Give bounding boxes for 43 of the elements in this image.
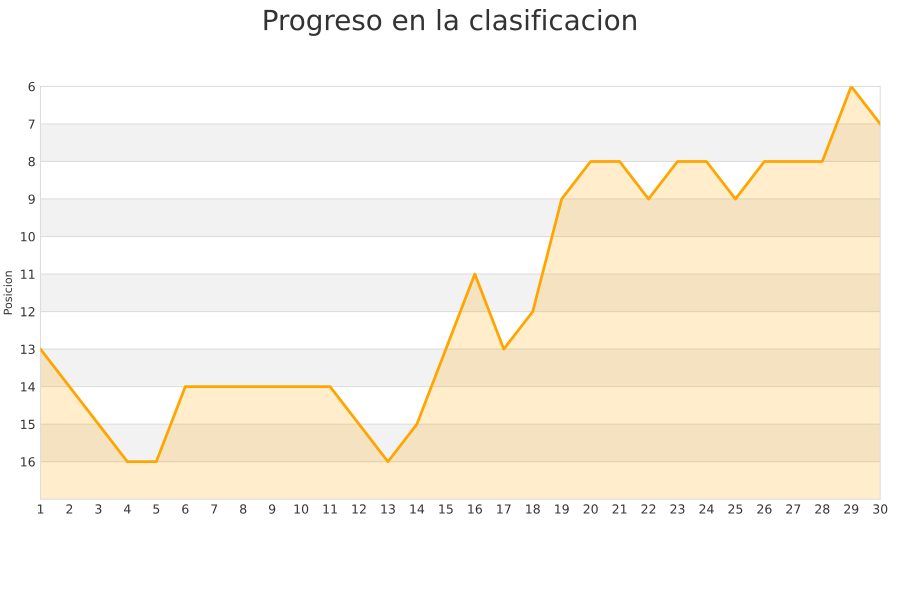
x-tick-label: 2: [66, 504, 72, 514]
y-tick-label: 13: [21, 344, 35, 354]
x-tick-label: 6: [182, 504, 188, 514]
x-tick-label: 9: [268, 504, 276, 514]
x-tick-label: 27: [786, 504, 800, 514]
y-tick-label: 7: [28, 120, 35, 129]
x-tick-label: 20: [584, 504, 598, 514]
y-axis-title: Posicion: [3, 271, 12, 314]
x-tick-label: 30: [873, 504, 888, 514]
y-tick-label: 15: [21, 420, 35, 430]
x-tick-label: 16: [468, 504, 482, 514]
x-tick-label: 26: [757, 504, 772, 514]
x-tick-label: 3: [95, 504, 102, 514]
x-tick-label: 11: [323, 504, 337, 514]
x-tick-label: 14: [410, 504, 424, 514]
x-tick-label: 17: [497, 504, 511, 514]
x-tick-label: 13: [381, 504, 395, 514]
x-tick-label: 23: [670, 504, 684, 514]
y-tick-label: 14: [21, 382, 35, 392]
x-tick-label: 1: [38, 504, 44, 514]
x-tick-label: 25: [728, 504, 742, 514]
x-tick-label: 29: [844, 504, 858, 514]
y-tick-label: 6: [28, 82, 35, 92]
x-tick-label: 7: [211, 504, 218, 514]
y-tick-label: 12: [21, 307, 34, 316]
x-tick-label: 24: [699, 504, 714, 514]
x-tick-label: 12: [352, 504, 366, 514]
x-tick-label: 10: [294, 504, 308, 514]
x-tick-label: 28: [815, 504, 830, 514]
y-tick-label: 11: [21, 270, 34, 279]
x-tick-label: 19: [555, 504, 569, 514]
y-tick-label: 16: [21, 457, 35, 467]
x-tick-label: 22: [642, 504, 656, 514]
x-tick-label: 18: [526, 504, 540, 514]
x-tick-label: 15: [439, 504, 453, 514]
x-tick-label: 8: [240, 504, 246, 514]
x-tick-label: 5: [153, 504, 160, 514]
x-tick-label: 21: [612, 504, 626, 514]
chart-title: Progreso en la clasificacion: [264, 9, 636, 36]
y-tick-label: 9: [28, 194, 35, 204]
y-tick-label: 8: [28, 156, 35, 166]
y-tick-label: 10: [21, 232, 35, 242]
x-tick-label: 4: [124, 504, 131, 514]
